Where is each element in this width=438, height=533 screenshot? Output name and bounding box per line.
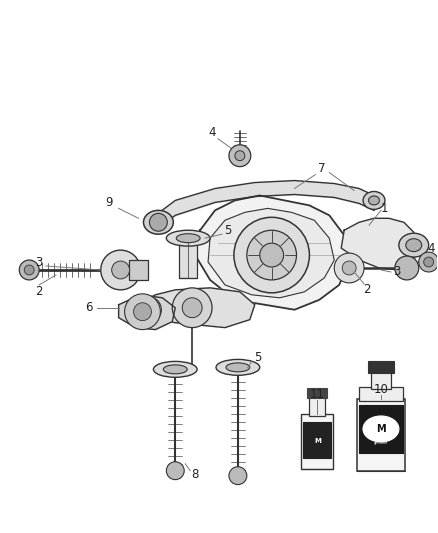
Text: 2: 2 xyxy=(35,285,43,298)
Circle shape xyxy=(124,294,160,329)
Text: 5: 5 xyxy=(224,224,232,237)
Circle shape xyxy=(166,462,184,480)
Text: 10: 10 xyxy=(374,383,389,395)
Circle shape xyxy=(334,253,364,283)
Bar xyxy=(179,240,197,278)
Circle shape xyxy=(234,217,309,293)
Polygon shape xyxy=(208,208,334,298)
Text: M: M xyxy=(314,438,321,444)
Bar xyxy=(359,387,403,401)
Text: 3: 3 xyxy=(35,255,43,269)
Circle shape xyxy=(134,303,152,321)
Circle shape xyxy=(142,304,155,316)
Circle shape xyxy=(135,297,161,322)
Ellipse shape xyxy=(144,211,173,234)
Ellipse shape xyxy=(406,239,422,252)
Ellipse shape xyxy=(176,233,200,243)
Ellipse shape xyxy=(363,416,399,442)
Polygon shape xyxy=(119,295,175,329)
Circle shape xyxy=(395,256,419,280)
Bar xyxy=(301,414,333,469)
Text: 1: 1 xyxy=(380,202,388,215)
Bar xyxy=(309,396,325,416)
Text: 9: 9 xyxy=(105,196,113,209)
Ellipse shape xyxy=(363,191,385,209)
Circle shape xyxy=(24,265,34,275)
Text: 11: 11 xyxy=(310,387,325,401)
Circle shape xyxy=(229,145,251,167)
Circle shape xyxy=(229,467,247,484)
Circle shape xyxy=(101,250,141,290)
Circle shape xyxy=(172,288,212,328)
Text: 6: 6 xyxy=(85,301,92,314)
Ellipse shape xyxy=(399,233,429,257)
Text: genuine: genuine xyxy=(374,441,388,445)
Circle shape xyxy=(235,151,245,160)
Bar xyxy=(357,399,405,471)
Text: 4: 4 xyxy=(427,241,434,255)
Bar xyxy=(304,422,331,458)
Ellipse shape xyxy=(368,196,379,205)
Text: 4: 4 xyxy=(208,126,216,139)
Text: 5: 5 xyxy=(254,351,261,364)
Bar xyxy=(359,405,403,453)
Text: 3: 3 xyxy=(393,265,401,278)
Ellipse shape xyxy=(226,363,250,372)
Circle shape xyxy=(247,230,297,280)
Ellipse shape xyxy=(163,365,187,374)
Ellipse shape xyxy=(153,361,197,377)
Text: M: M xyxy=(376,424,386,434)
Polygon shape xyxy=(341,219,417,270)
Text: 7: 7 xyxy=(318,162,325,175)
Bar xyxy=(129,260,148,280)
Polygon shape xyxy=(195,196,349,310)
Text: 2: 2 xyxy=(363,284,371,296)
Polygon shape xyxy=(129,288,255,328)
Circle shape xyxy=(419,252,438,272)
Circle shape xyxy=(342,261,356,275)
Bar xyxy=(368,361,394,373)
Bar xyxy=(307,388,327,398)
Circle shape xyxy=(19,260,39,280)
Circle shape xyxy=(149,213,167,231)
Ellipse shape xyxy=(150,216,166,229)
Ellipse shape xyxy=(216,359,260,375)
Bar xyxy=(371,372,391,389)
Text: 8: 8 xyxy=(191,468,199,481)
Circle shape xyxy=(112,261,130,279)
Ellipse shape xyxy=(166,230,210,246)
Circle shape xyxy=(260,243,283,267)
Circle shape xyxy=(424,257,434,267)
Circle shape xyxy=(182,298,202,318)
